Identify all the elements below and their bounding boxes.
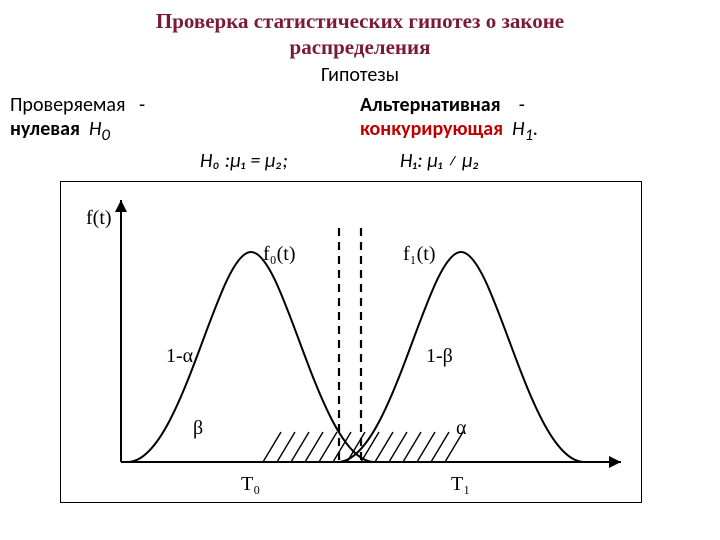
svg-text:f₀(t): f₀(t) <box>263 243 296 265</box>
left-l2sub: 0 <box>102 125 110 145</box>
subtitle: Гипотезы <box>10 63 710 87</box>
formula-h0: Н₀ :μ₁ = μ₂; <box>200 149 400 173</box>
svg-text:α: α <box>456 417 467 439</box>
svg-text:f(t): f(t) <box>86 207 112 229</box>
right-l2a: конкурирующая <box>360 117 503 141</box>
svg-text:T₀: T₀ <box>241 473 260 495</box>
left-l2a: нулевая <box>10 117 80 141</box>
svg-text:1-β: 1-β <box>426 345 453 367</box>
left-l1a: Проверяемая <box>10 93 125 117</box>
page-title: Проверка статистических гипотез о законе… <box>10 8 710 61</box>
hypotheses-row: Проверяемая - нулевая Н0 Альтернативная … <box>10 93 710 145</box>
chart-frame: f(t) f₀(t) f₁(t) 1-α 1-β β α T₀ T₁ <box>60 181 642 503</box>
left-l1b: - <box>139 93 145 117</box>
svg-text:T₁: T₁ <box>451 473 470 495</box>
formulas-row: Н₀ :μ₁ = μ₂; Н₁: μ₁ ≠ μ₂ <box>10 149 710 173</box>
left-l2b: Н <box>89 117 101 141</box>
svg-text:β: β <box>193 417 203 439</box>
title-line1: Проверка статистических гипотез о законе <box>156 9 564 33</box>
hypothesis-left: Проверяемая - нулевая Н0 <box>10 93 346 145</box>
svg-text:f₁(t): f₁(t) <box>403 243 436 265</box>
right-l2b: Н <box>512 117 524 141</box>
right-l2dot: . <box>533 117 538 141</box>
right-l1b: - <box>519 93 525 117</box>
right-l1a: Альтернативная <box>360 93 501 117</box>
title-line2: распределения <box>290 35 431 59</box>
hypothesis-right: Альтернативная - конкурирующая Н1. <box>360 93 710 145</box>
right-l2sub: 1 <box>525 125 533 145</box>
distribution-chart: f(t) f₀(t) f₁(t) 1-α 1-β β α T₀ T₁ <box>61 182 641 502</box>
formula-h1: Н₁: μ₁ ≠ μ₂ <box>400 149 479 173</box>
svg-text:1-α: 1-α <box>166 345 194 367</box>
